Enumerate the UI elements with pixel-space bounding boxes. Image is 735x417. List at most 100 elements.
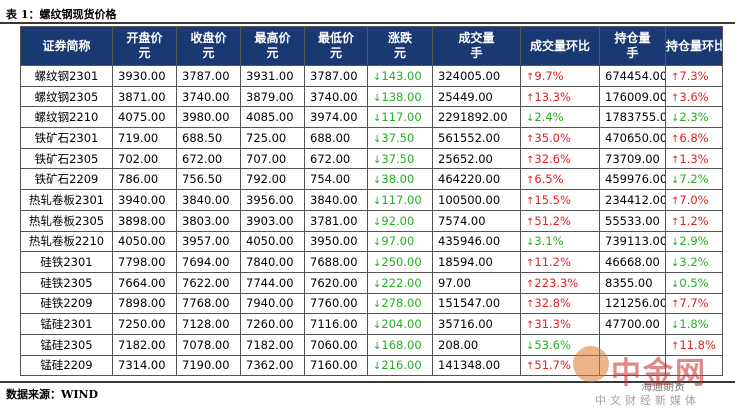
open-interest: 459976.00 — [599, 168, 666, 191]
arrow-down-icon: ↓ — [373, 320, 382, 332]
price-open: 7250.00 — [112, 313, 177, 335]
arrow-down-icon: ↓ — [373, 71, 382, 83]
volume-change: ↑9.7% — [520, 65, 600, 87]
arrow-up-icon: ↑ — [526, 195, 535, 207]
open-interest-change: ↓1.8% — [665, 313, 723, 335]
price-low: 3950.00 — [304, 230, 368, 253]
column-header-unit: 元 — [202, 46, 215, 60]
price-open: 7664.00 — [112, 271, 177, 294]
table-row: 铁矿石2305 702.00 672.00 707.00 672.00 ↓37.50 256… — [20, 147, 723, 170]
price-high: 3879.00 — [240, 85, 305, 108]
arrow-down-icon: ↓ — [671, 278, 680, 290]
volume-change-value: 51.7% — [534, 358, 571, 373]
arrow-down-icon: ↓ — [671, 175, 680, 187]
table-row: 铁矿石2209 786.00 756.50 792.00 754.00 ↓38.00 464… — [20, 168, 723, 191]
price-close: 3980.00 — [176, 106, 241, 129]
table-row: 铁矿石2301 719.00 688.50 725.00 688.00 ↓37.50 561… — [20, 127, 723, 149]
column-header-label: 持仓量 — [614, 31, 651, 45]
price-change-value: 278.00 — [381, 296, 422, 311]
price-open: 3930.00 — [112, 65, 177, 87]
price-change: ↓92.00 — [367, 209, 433, 232]
column-header-label: 收盘价 — [190, 31, 227, 45]
price-close: 7078.00 — [176, 333, 241, 356]
volume-change: ↑15.5% — [520, 189, 600, 211]
security-name: 热轧卷板2210 — [20, 230, 113, 253]
table-row: 硅铁2209 7898.00 7768.00 7940.00 7760.00 ↓278.0… — [20, 292, 723, 315]
arrow-up-icon: ↑ — [526, 154, 535, 166]
arrow-down-icon: ↓ — [671, 320, 680, 332]
open-interest-change-value: 2.3% — [679, 110, 709, 125]
open-interest-change-value: 1.2% — [679, 213, 709, 228]
price-low: 754.00 — [304, 168, 368, 191]
volume-change: ↑31.3% — [520, 313, 600, 335]
column-header: 持仓量环比 — [665, 26, 723, 66]
open-interest-change-value: 2.9% — [679, 234, 709, 249]
arrow-down-icon: ↓ — [373, 258, 382, 270]
column-header-label: 成交量环比 — [529, 38, 590, 53]
volume-change: ↑11.2% — [520, 251, 600, 273]
price-change: ↓168.00 — [367, 333, 433, 356]
volume: 25449.00 — [432, 85, 521, 108]
open-interest-change-value: 3.6% — [679, 89, 709, 104]
volume-change: ↓2.4% — [520, 106, 600, 129]
column-header: 最低价元 — [304, 26, 368, 66]
volume-change-value: 31.3% — [534, 317, 571, 332]
price-change: ↓138.00 — [367, 85, 433, 108]
price-open: 3871.00 — [112, 85, 177, 108]
price-change: ↓278.00 — [367, 292, 433, 315]
security-name: 螺纹钢2305 — [20, 85, 113, 108]
security-name: 热轧卷板2305 — [20, 209, 113, 232]
price-open: 4075.00 — [112, 106, 177, 129]
arrow-down-icon: ↓ — [373, 195, 382, 207]
price-close: 3803.00 — [176, 209, 241, 232]
price-change-value: 143.00 — [381, 68, 422, 83]
price-open: 7798.00 — [112, 251, 177, 273]
volume: 100500.00 — [432, 189, 521, 211]
price-low: 7060.00 — [304, 333, 368, 356]
column-header-unit: 元 — [138, 46, 151, 60]
arrow-up-icon: ↑ — [526, 278, 535, 290]
volume: 25652.00 — [432, 147, 521, 170]
security-name: 螺纹钢2301 — [20, 65, 113, 87]
open-interest: 55533.00 — [599, 209, 666, 232]
arrow-up-icon: ↑ — [671, 340, 680, 352]
price-close: 3740.00 — [176, 85, 241, 108]
top-rule — [0, 22, 735, 24]
security-name: 铁矿石2301 — [20, 127, 113, 149]
arrow-up-icon: ↑ — [526, 71, 535, 83]
table-row: 热轧卷板2305 3898.00 3803.00 3903.00 3781.00 ↓92.… — [20, 209, 723, 232]
price-low: 7760.00 — [304, 292, 368, 315]
volume: 2291892.00 — [432, 106, 521, 129]
price-change-value: 250.00 — [381, 255, 422, 270]
arrow-down-icon: ↓ — [373, 175, 382, 187]
volume-change: ↑223.3% — [520, 271, 600, 294]
arrow-down-icon: ↓ — [373, 113, 382, 125]
volume: 561552.00 — [432, 127, 521, 149]
volume-change-value: 35.0% — [534, 130, 571, 145]
column-header-unit: 元 — [266, 46, 279, 60]
price-change: ↓117.00 — [367, 189, 433, 211]
security-name: 锰硅2305 — [20, 333, 113, 356]
price-high: 7940.00 — [240, 292, 305, 315]
volume: 18594.00 — [432, 251, 521, 273]
open-interest: 674454.00 — [599, 65, 666, 87]
arrow-down-icon: ↓ — [526, 113, 535, 125]
open-interest-change: ↑7.0% — [665, 189, 723, 211]
open-interest-change-value: 7.2% — [679, 172, 709, 187]
price-close: 7694.00 — [176, 251, 241, 273]
price-low: 672.00 — [304, 147, 368, 170]
table-row: 热轧卷板2210 4050.00 3957.00 4050.00 3950.00 ↓97.… — [20, 230, 723, 253]
arrow-down-icon: ↓ — [373, 361, 382, 373]
table-row: 螺纹钢2301 3930.00 3787.00 3931.00 3787.00 ↓143.… — [20, 65, 723, 87]
price-change-value: 168.00 — [381, 337, 422, 352]
bottom-rule — [0, 381, 735, 383]
arrow-down-icon: ↓ — [373, 216, 382, 228]
arrow-up-icon: ↑ — [526, 258, 535, 270]
volume-change-value: 32.6% — [534, 151, 571, 166]
price-high: 3903.00 — [240, 209, 305, 232]
price-open: 719.00 — [112, 127, 177, 149]
volume-change: ↑6.5% — [520, 168, 600, 191]
arrow-down-icon: ↓ — [526, 340, 535, 352]
volume: 97.00 — [432, 271, 521, 294]
column-header: 成交量手 — [432, 26, 521, 66]
